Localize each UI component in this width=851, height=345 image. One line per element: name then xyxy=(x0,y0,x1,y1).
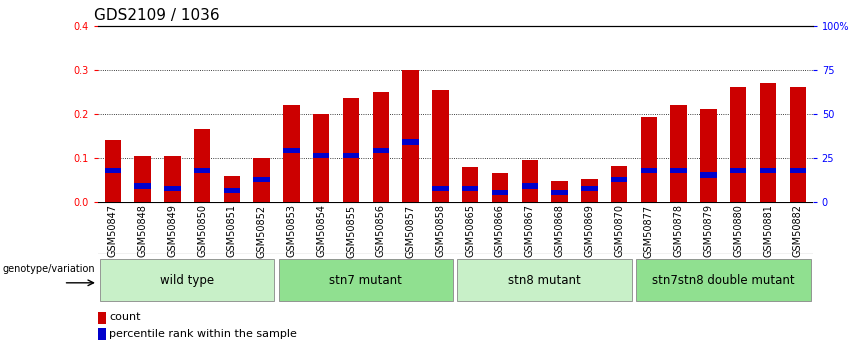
Bar xyxy=(492,173,508,202)
Text: GSM50857: GSM50857 xyxy=(406,204,415,257)
Text: GSM50881: GSM50881 xyxy=(763,204,773,257)
Text: GSM50853: GSM50853 xyxy=(287,204,296,257)
Text: GSM50879: GSM50879 xyxy=(704,204,713,257)
Bar xyxy=(283,105,300,202)
Bar xyxy=(194,129,210,202)
Text: wild type: wild type xyxy=(160,274,214,287)
Text: GSM50878: GSM50878 xyxy=(674,204,683,257)
Bar xyxy=(254,177,270,182)
Text: genotype/variation: genotype/variation xyxy=(3,264,95,274)
Bar xyxy=(343,152,359,158)
Bar xyxy=(432,186,448,191)
Bar xyxy=(730,168,746,173)
Bar xyxy=(671,168,687,173)
Text: GSM50882: GSM50882 xyxy=(793,204,802,257)
FancyBboxPatch shape xyxy=(100,259,275,301)
Bar xyxy=(462,167,478,202)
Bar xyxy=(98,312,106,324)
Bar xyxy=(105,168,121,173)
Bar xyxy=(760,168,776,173)
Bar xyxy=(790,87,806,202)
Bar xyxy=(641,117,657,202)
Bar xyxy=(522,183,538,189)
Text: GSM50869: GSM50869 xyxy=(585,204,594,257)
Text: GSM50877: GSM50877 xyxy=(644,204,654,257)
Bar xyxy=(403,70,419,202)
Text: GSM50850: GSM50850 xyxy=(197,204,207,257)
Bar xyxy=(611,177,627,182)
Text: GSM50858: GSM50858 xyxy=(436,204,445,257)
Bar xyxy=(313,152,329,158)
Bar xyxy=(134,183,151,189)
Text: GSM50849: GSM50849 xyxy=(168,204,177,257)
Bar xyxy=(671,105,687,202)
Text: GSM50870: GSM50870 xyxy=(614,204,624,257)
Bar xyxy=(700,172,717,178)
Text: GSM50855: GSM50855 xyxy=(346,204,356,257)
Text: GSM50865: GSM50865 xyxy=(465,204,475,257)
Bar xyxy=(581,179,597,202)
Bar xyxy=(611,166,627,202)
Text: GSM50880: GSM50880 xyxy=(734,204,743,257)
Bar xyxy=(551,181,568,202)
Text: stn8 mutant: stn8 mutant xyxy=(508,274,581,287)
Bar xyxy=(522,160,538,202)
Bar xyxy=(164,186,180,191)
Bar xyxy=(343,98,359,202)
Bar xyxy=(432,90,448,202)
Bar xyxy=(373,92,389,202)
Bar xyxy=(700,109,717,202)
Bar xyxy=(641,168,657,173)
Bar xyxy=(790,168,806,173)
Bar xyxy=(492,190,508,195)
Text: GSM50868: GSM50868 xyxy=(555,204,564,257)
Bar xyxy=(194,168,210,173)
Bar xyxy=(730,87,746,202)
Bar xyxy=(462,186,478,191)
Bar xyxy=(164,156,180,202)
Text: stn7stn8 double mutant: stn7stn8 double mutant xyxy=(652,274,795,287)
Bar xyxy=(373,148,389,154)
Bar xyxy=(581,186,597,191)
Bar xyxy=(313,114,329,202)
Text: GSM50851: GSM50851 xyxy=(227,204,237,257)
Text: percentile rank within the sample: percentile rank within the sample xyxy=(109,329,297,339)
Bar xyxy=(105,140,121,202)
Bar xyxy=(283,148,300,154)
Bar xyxy=(254,158,270,202)
Bar xyxy=(403,139,419,145)
Bar xyxy=(760,83,776,202)
Text: GSM50847: GSM50847 xyxy=(108,204,117,257)
Text: count: count xyxy=(109,313,140,322)
FancyBboxPatch shape xyxy=(278,259,454,301)
Text: GSM50848: GSM50848 xyxy=(138,204,147,257)
Bar xyxy=(98,328,106,340)
Bar xyxy=(224,188,240,193)
Bar xyxy=(134,156,151,202)
Text: GSM50856: GSM50856 xyxy=(376,204,386,257)
Text: GSM50867: GSM50867 xyxy=(525,204,534,257)
FancyBboxPatch shape xyxy=(636,259,811,301)
Bar xyxy=(224,176,240,202)
Bar xyxy=(551,190,568,195)
Text: GDS2109 / 1036: GDS2109 / 1036 xyxy=(94,8,220,23)
Text: GSM50852: GSM50852 xyxy=(257,204,266,257)
Text: stn7 mutant: stn7 mutant xyxy=(329,274,403,287)
Text: GSM50854: GSM50854 xyxy=(317,204,326,257)
Text: GSM50866: GSM50866 xyxy=(495,204,505,257)
FancyBboxPatch shape xyxy=(457,259,632,301)
